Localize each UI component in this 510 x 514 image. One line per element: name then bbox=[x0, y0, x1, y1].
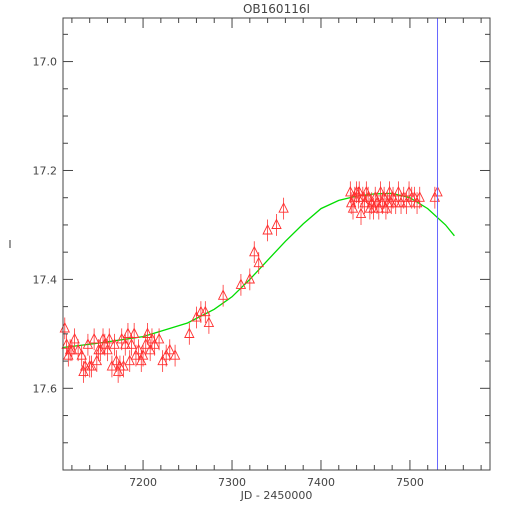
data-point bbox=[106, 360, 118, 371]
data-point bbox=[414, 191, 425, 202]
data-point bbox=[249, 245, 260, 257]
data-point bbox=[78, 365, 89, 377]
y-tick-label: 17.2 bbox=[33, 164, 58, 177]
data-point bbox=[72, 343, 84, 355]
data-point bbox=[160, 349, 172, 360]
data-point bbox=[378, 191, 390, 202]
data-point bbox=[217, 289, 229, 300]
data-point bbox=[144, 343, 156, 355]
data-point bbox=[278, 202, 289, 213]
data-point bbox=[69, 332, 80, 344]
data-point bbox=[126, 338, 137, 349]
data-point bbox=[130, 349, 142, 360]
data-point bbox=[104, 332, 115, 344]
x-tick-label: 7200 bbox=[129, 476, 157, 489]
data-point bbox=[140, 338, 151, 349]
x-tick-label: 7400 bbox=[307, 476, 335, 489]
y-tick-label: 17.6 bbox=[33, 382, 58, 395]
data-point bbox=[88, 332, 100, 344]
x-tick-label: 7500 bbox=[396, 476, 424, 489]
axis-ticks-group: 7200 7300 7400 7500 17.0 17.2 17.4 17.6 bbox=[33, 18, 490, 489]
model-curve bbox=[62, 192, 455, 349]
data-point bbox=[203, 316, 215, 328]
data-point bbox=[112, 365, 124, 377]
data-point bbox=[149, 338, 160, 349]
data-point bbox=[124, 354, 135, 366]
data-point bbox=[142, 327, 153, 338]
data-point bbox=[390, 196, 401, 208]
data-point bbox=[111, 354, 122, 366]
data-point bbox=[153, 332, 165, 344]
data-point bbox=[375, 185, 386, 197]
data-point bbox=[102, 343, 113, 355]
data-point bbox=[164, 343, 176, 355]
data-points-group bbox=[59, 181, 443, 383]
data-point bbox=[347, 202, 359, 213]
data-point bbox=[91, 354, 103, 366]
data-point bbox=[128, 327, 140, 338]
x-axis-label: JD - 2450000 bbox=[240, 489, 313, 502]
data-point bbox=[61, 338, 72, 349]
data-point bbox=[353, 185, 365, 197]
data-point bbox=[384, 185, 395, 197]
data-point bbox=[355, 207, 367, 219]
data-point bbox=[380, 202, 392, 213]
data-point bbox=[262, 223, 273, 235]
data-point bbox=[157, 354, 168, 366]
data-point bbox=[345, 185, 356, 197]
y-axis-label: I bbox=[8, 238, 11, 251]
data-point bbox=[169, 349, 181, 360]
data-point bbox=[200, 305, 211, 317]
data-point bbox=[377, 196, 388, 208]
data-point bbox=[109, 338, 120, 349]
data-point bbox=[76, 349, 87, 360]
data-point bbox=[116, 332, 127, 344]
data-point bbox=[99, 338, 111, 349]
data-point bbox=[403, 185, 415, 197]
data-point bbox=[66, 343, 78, 355]
x-tick-label: 7300 bbox=[218, 476, 246, 489]
data-point bbox=[235, 278, 247, 289]
y-tick-label: 17.0 bbox=[33, 56, 58, 69]
chart-title: OB160116I bbox=[243, 2, 310, 16]
data-point bbox=[359, 196, 370, 208]
data-point bbox=[387, 191, 399, 202]
data-point bbox=[393, 185, 404, 197]
data-point bbox=[244, 272, 256, 284]
plot-area-frame bbox=[62, 17, 491, 471]
data-point bbox=[253, 256, 264, 268]
data-point bbox=[395, 196, 407, 208]
data-point bbox=[118, 360, 129, 371]
data-point bbox=[362, 191, 374, 202]
data-point bbox=[271, 218, 282, 229]
data-point bbox=[191, 311, 202, 322]
y-tick-label: 17.4 bbox=[33, 273, 58, 286]
model-curve-group bbox=[62, 192, 455, 349]
data-point bbox=[373, 202, 385, 213]
data-point bbox=[398, 191, 409, 202]
data-point bbox=[63, 349, 74, 360]
data-point bbox=[409, 191, 420, 202]
data-point bbox=[368, 202, 379, 213]
data-point bbox=[122, 327, 134, 338]
data-point bbox=[136, 354, 147, 366]
data-point bbox=[86, 360, 97, 371]
data-point bbox=[82, 338, 94, 349]
data-point bbox=[184, 327, 195, 338]
data-point bbox=[133, 343, 144, 355]
